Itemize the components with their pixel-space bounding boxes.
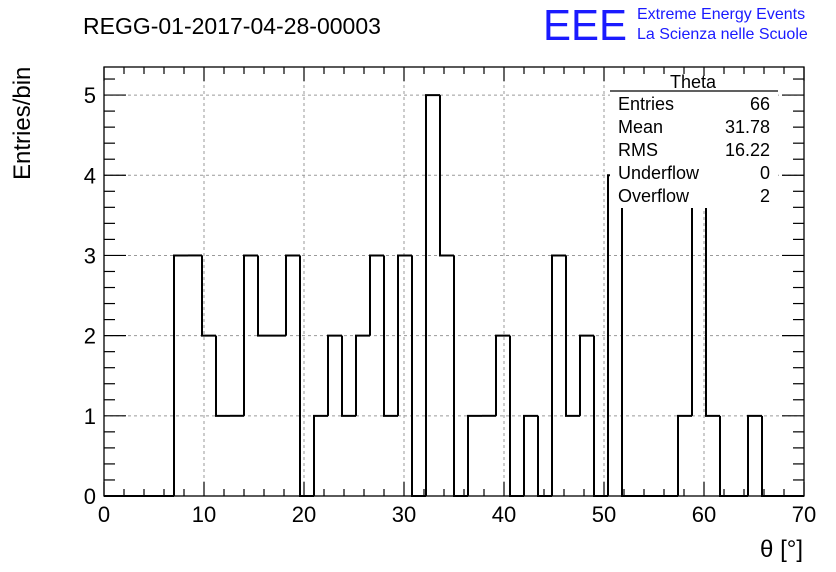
histogram-bin: [383, 255, 398, 417]
x-tick-label: 20: [292, 502, 316, 527]
y-tick-labels: 0 1 2 3 4 5: [84, 83, 96, 509]
stats-value: 66: [750, 94, 770, 114]
y-tick-label: 2: [84, 324, 96, 349]
histogram-bin: [201, 255, 216, 337]
stats-label: RMS: [618, 140, 658, 160]
stats-label: Underflow: [618, 163, 700, 183]
x-tick-label: 30: [392, 502, 416, 527]
histogram-bin: [439, 95, 454, 257]
histogram-bin: [523, 414, 538, 496]
eee-logo-mark: EEE: [543, 1, 627, 50]
histogram-bin: [285, 254, 300, 336]
histogram-bin: [355, 334, 370, 416]
stats-value: 31.78: [725, 117, 770, 137]
stats-box: Theta Entries 66 Mean 31.78 RMS 16.22 Underflo…: [610, 72, 778, 208]
histogram-bin: [341, 335, 356, 417]
histogram-bin: [495, 334, 510, 416]
x-axis-title: θ [°]: [760, 536, 803, 563]
stats-rows: Entries 66 Mean 31.78 RMS 16.22 Underflow 0 Over…: [618, 94, 770, 206]
plot-frame: [103, 66, 805, 497]
chart-title: REGG-01-2017-04-28-00003: [83, 13, 381, 39]
eee-logo: EEE Extreme Energy Events La Scienza nel…: [543, 1, 808, 50]
logo-line-2: La Scienza nelle Scuole: [637, 26, 808, 43]
histogram-bin: [257, 255, 272, 337]
histogram-bin: [243, 254, 258, 416]
y-axis-title: Entries/bin: [9, 67, 36, 180]
histogram-bin: [705, 175, 720, 417]
stats-box-background: [610, 76, 778, 208]
x-tick-label: 60: [692, 502, 716, 527]
histogram-bin: [677, 414, 692, 496]
x-tick-label: 40: [492, 502, 516, 527]
histogram-bin: [425, 94, 440, 496]
logo-line-1: Extreme Energy Events: [637, 6, 805, 23]
y-tick-label: 5: [84, 83, 96, 108]
stats-label: Mean: [618, 117, 663, 137]
x-tick-label: 0: [98, 502, 110, 527]
histogram-bin: [173, 254, 188, 496]
x-tick-label: 70: [792, 502, 816, 527]
histogram-bin: [411, 255, 426, 497]
histogram-bin: [215, 335, 230, 417]
histogram-bin: [537, 415, 552, 497]
y-tick-label: 0: [84, 484, 96, 509]
histogram-bin: [565, 255, 580, 417]
stats-label: Entries: [618, 94, 674, 114]
histogram-bin: [313, 414, 328, 496]
histogram-bin: [397, 254, 412, 416]
histogram-bin: [719, 415, 734, 497]
stats-value: 0: [760, 163, 770, 183]
axis-ticks: [103, 67, 805, 497]
histogram-bin: [761, 415, 776, 497]
y-tick-label: 4: [84, 163, 96, 188]
x-tick-label: 50: [592, 502, 616, 527]
histogram-bin: [467, 414, 482, 496]
histogram-bin: [453, 255, 468, 497]
stats-value: 16.22: [725, 140, 770, 160]
stats-value: 2: [760, 186, 770, 206]
y-tick-label: 3: [84, 243, 96, 268]
stats-title: Theta: [670, 72, 717, 92]
y-tick-label: 1: [84, 404, 96, 429]
histogram-bin: [551, 254, 566, 496]
histogram-bin: [579, 334, 594, 416]
x-tick-label: 10: [192, 502, 216, 527]
histogram-bin: [299, 255, 314, 497]
x-tick-labels: 0 10 20 30 40 50 60 70: [98, 502, 816, 527]
stats-label: Overflow: [618, 186, 690, 206]
histogram-bin: [747, 414, 762, 496]
histogram-bin: [369, 254, 384, 336]
histogram-bin: [327, 334, 342, 416]
